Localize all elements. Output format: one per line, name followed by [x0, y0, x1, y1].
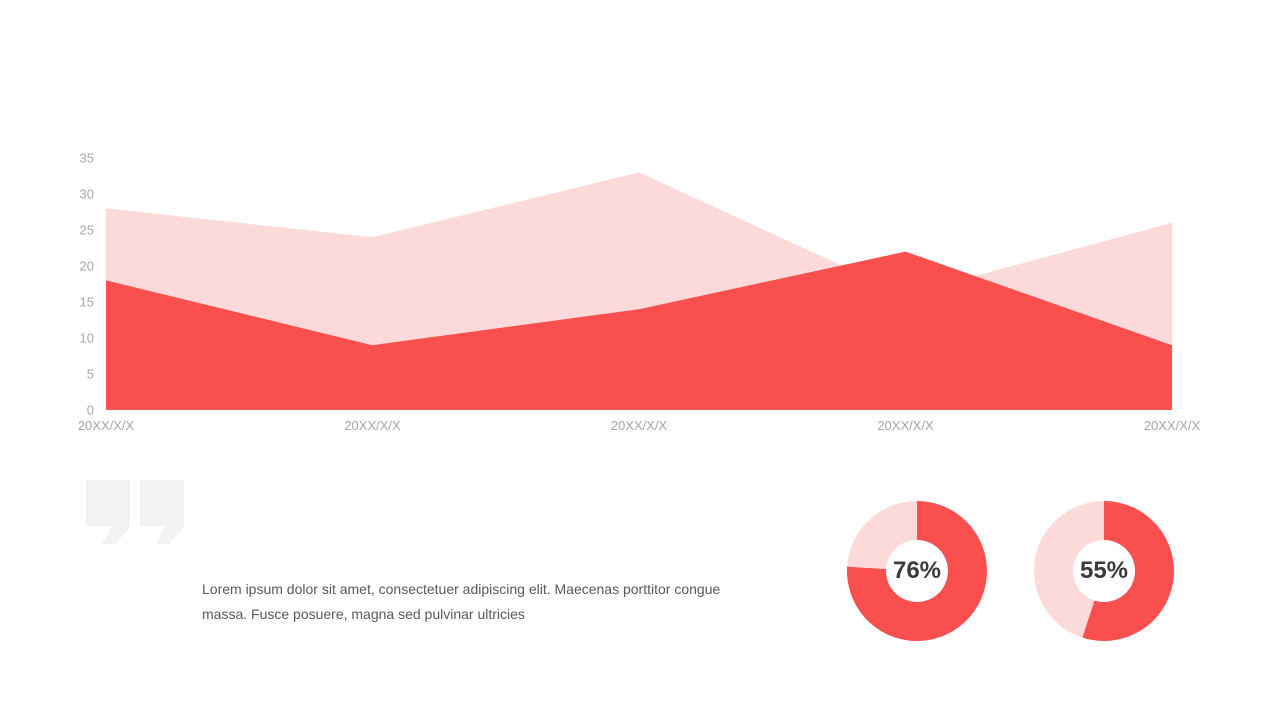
body-text-line-2: massa. Fusce posuere, magna sed pulvinar… — [202, 606, 525, 622]
x-tick-label: 20XX/X/X — [1144, 418, 1201, 433]
x-tick-label: 20XX/X/X — [344, 418, 401, 433]
y-tick-label: 15 — [80, 295, 94, 310]
y-tick-label: 10 — [80, 331, 94, 346]
y-tick-label: 30 — [80, 187, 94, 202]
x-tick-label: 20XX/X/X — [78, 418, 135, 433]
y-tick-label: 0 — [87, 403, 94, 418]
x-tick-label: 20XX/X/X — [877, 418, 934, 433]
y-tick-label: 35 — [80, 151, 94, 166]
donut-chart-76: 76% — [847, 501, 987, 641]
x-axis-ticks: 20XX/X/X 20XX/X/X 20XX/X/X 20XX/X/X 20XX/X/X — [78, 418, 1201, 433]
donut-chart-55: 55% — [1034, 501, 1174, 641]
donut-slice-remainder — [847, 501, 917, 570]
y-tick-label: 5 — [87, 367, 94, 382]
y-tick-label: 20 — [80, 259, 94, 274]
donut-slice-value — [1082, 501, 1174, 641]
y-axis-ticks: 0 5 10 15 20 25 30 35 — [80, 151, 94, 418]
y-tick-label: 25 — [80, 223, 94, 238]
donut-label-55: 55% — [1079, 557, 1129, 584]
quote-mark-icon — [86, 480, 184, 544]
donut-slice-value — [847, 501, 987, 641]
donut-slice-remainder — [1034, 501, 1104, 638]
area-series-2 — [106, 251, 1172, 410]
series-layer — [105, 172, 1173, 410]
body-text-line-1: Lorem ipsum dolor sit amet, consectetuer… — [202, 581, 721, 597]
donut-label-76: 76% — [892, 557, 942, 584]
x-tick-label: 20XX/X/X — [611, 418, 668, 433]
body-text: Lorem ipsum dolor sit amet, consectetuer… — [202, 577, 762, 627]
